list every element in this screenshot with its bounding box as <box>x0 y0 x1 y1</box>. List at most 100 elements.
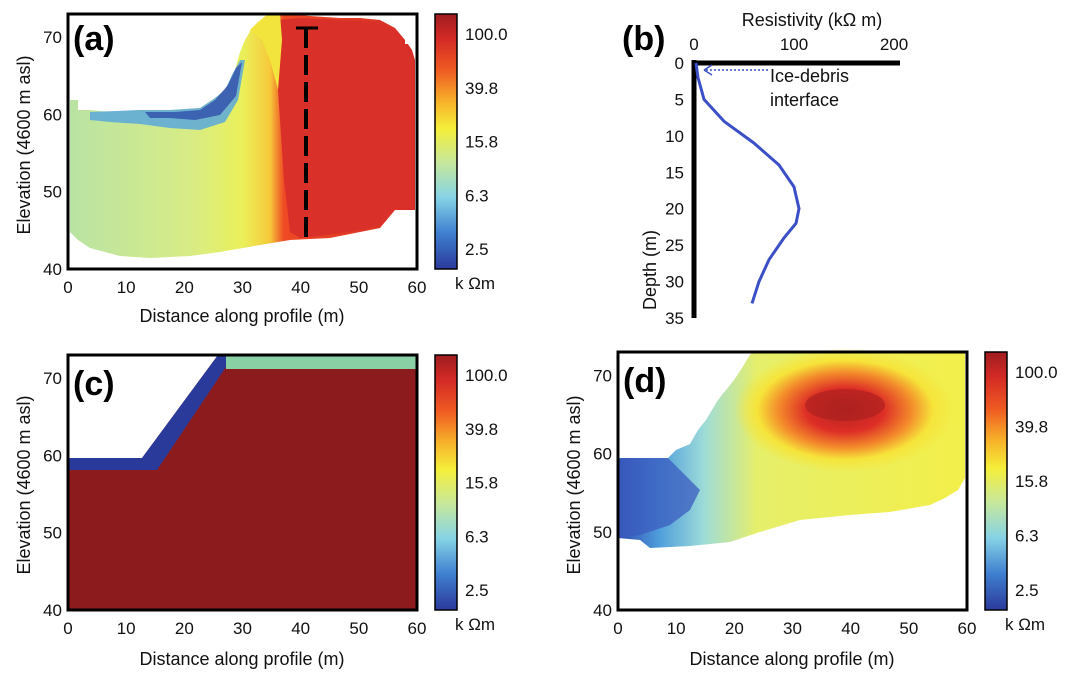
x-tick-label: 60 <box>408 278 427 297</box>
x-tick-label: 20 <box>725 619 744 638</box>
panel-d-ticks: 0 10 20 30 40 50 60 40 50 60 70 <box>593 366 976 638</box>
y-tick-label: 30 <box>665 273 684 292</box>
x-tick-label: 0 <box>63 278 72 297</box>
panel-b-annotation-line1: Ice-debris <box>770 66 849 86</box>
colorbar-tick-label: 100.0 <box>1015 363 1058 382</box>
x-tick-label: 30 <box>233 278 252 297</box>
panel-c-debris-layer <box>68 355 234 470</box>
panel-a-frame <box>66 12 419 271</box>
x-tick-label: 40 <box>291 278 310 297</box>
panel-b-ylabel: Depth (m) <box>640 230 660 310</box>
panel-d-label: (d) <box>623 362 666 400</box>
colorbar-unit: k Ωm <box>455 274 495 293</box>
panel-c-ylabel: Elevation (4600 m asl) <box>14 395 34 574</box>
y-tick-label: 50 <box>43 183 62 202</box>
x-tick-label: 50 <box>899 619 918 638</box>
panel-d-colorbar-ticks: 100.0 39.8 15.8 6.3 2.5 k Ωm <box>1005 363 1058 634</box>
colorbar-tick-label: 6.3 <box>1015 527 1039 546</box>
panel-d: (d) 0 10 20 30 40 50 60 40 50 60 70 Distance along… <box>564 348 1058 669</box>
panel-d-low-resistivity-zone <box>618 458 700 538</box>
x-tick-label: 10 <box>667 619 686 638</box>
x-tick-label: 50 <box>349 619 368 638</box>
panel-d-frame <box>616 350 969 612</box>
panel-d-colorbar <box>984 351 1008 611</box>
y-tick-label: 40 <box>43 260 62 279</box>
colorbar-tick-label: 39.8 <box>1015 418 1048 437</box>
y-tick-label: 20 <box>665 200 684 219</box>
panel-b-ticks: 0 100 200 0 5 10 15 20 25 30 35 <box>665 35 908 328</box>
x-tick-label: 0 <box>63 619 72 638</box>
panel-c: (c) 0 10 20 30 40 50 60 40 50 60 70 Distance along… <box>14 353 508 669</box>
colorbar-tick-label: 100.0 <box>465 25 508 44</box>
y-tick-label: 70 <box>43 28 62 47</box>
panel-a-notch <box>405 34 415 44</box>
x-tick-label: 100 <box>780 35 808 54</box>
x-tick-label: 10 <box>117 619 136 638</box>
colorbar-tick-label: 2.5 <box>1015 581 1039 600</box>
x-tick-label: 20 <box>175 278 194 297</box>
y-tick-label: 40 <box>593 601 612 620</box>
y-tick-label: 60 <box>43 446 62 465</box>
panel-d-xlabel: Distance along profile (m) <box>689 649 894 669</box>
x-tick-label: 30 <box>233 619 252 638</box>
panel-c-frame <box>66 353 419 612</box>
y-tick-label: 40 <box>43 601 62 620</box>
colorbar-tick-label: 6.3 <box>465 186 489 205</box>
colorbar-tick-label: 100.0 <box>465 366 508 385</box>
colorbar-tick-label: 2.5 <box>465 240 489 259</box>
panel-c-label: (c) <box>73 365 115 403</box>
colorbar-tick-label: 15.8 <box>465 474 498 493</box>
panel-c-ticks: 0 10 20 30 40 50 60 40 50 60 70 <box>43 369 426 638</box>
panel-c-colorbar-ticks: 100.0 39.8 15.8 6.3 2.5 k Ωm <box>455 366 508 634</box>
x-tick-label: 40 <box>291 619 310 638</box>
panel-a-high-resistivity-zone <box>276 18 413 238</box>
y-tick-label: 60 <box>593 445 612 464</box>
panel-b: (b) Resistivity (kΩ m) 0 100 200 0 5 10 15 20 25… <box>622 10 908 328</box>
x-tick-label: 60 <box>958 619 977 638</box>
y-tick-label: 15 <box>665 163 684 182</box>
panel-a-ylabel: Elevation (4600 m asl) <box>14 55 34 234</box>
panel-a-xlabel: Distance along profile (m) <box>139 306 344 326</box>
x-tick-label: 200 <box>880 35 908 54</box>
colorbar-tick-label: 15.8 <box>1015 472 1048 491</box>
panel-b-series-line <box>694 62 801 304</box>
x-tick-label: 20 <box>175 619 194 638</box>
colorbar-tick-label: 15.8 <box>465 133 498 152</box>
x-tick-label: 0 <box>689 35 698 54</box>
x-tick-label: 0 <box>613 619 622 638</box>
panel-a-colorbar <box>434 13 458 270</box>
panel-d-core <box>805 389 885 421</box>
panel-a: (a) 0 10 20 30 40 50 60 40 50 60 70 Distance along… <box>14 12 508 326</box>
x-tick-label: 10 <box>117 278 136 297</box>
y-tick-label: 70 <box>593 366 612 385</box>
y-tick-label: 50 <box>593 523 612 542</box>
y-tick-label: 35 <box>665 309 684 328</box>
x-tick-label: 30 <box>783 619 802 638</box>
colorbar-unit: k Ωm <box>455 615 495 634</box>
y-tick-label: 0 <box>675 54 684 73</box>
panel-c-xlabel: Distance along profile (m) <box>139 649 344 669</box>
colorbar-tick-label: 2.5 <box>465 581 489 600</box>
panel-a-colorbar-ticks: 100.0 39.8 15.8 6.3 2.5 k Ωm <box>455 25 508 293</box>
x-tick-label: 40 <box>841 619 860 638</box>
panel-c-air-region <box>68 355 218 458</box>
colorbar-tick-label: 39.8 <box>465 79 498 98</box>
colorbar-tick-label: 6.3 <box>465 527 489 546</box>
panel-d-ylabel: Elevation (4600 m asl) <box>564 395 584 574</box>
panel-b-label: (b) <box>622 20 665 58</box>
panel-c-surface-strip <box>226 355 417 369</box>
y-tick-label: 70 <box>43 369 62 388</box>
y-tick-label: 50 <box>43 524 62 543</box>
y-tick-label: 10 <box>665 127 684 146</box>
panel-b-xlabel: Resistivity (kΩ m) <box>742 10 882 30</box>
y-tick-label: 25 <box>665 236 684 255</box>
panel-a-label: (a) <box>73 20 115 58</box>
colorbar-unit: k Ωm <box>1005 615 1045 634</box>
panel-b-arrowhead <box>703 64 713 76</box>
panel-c-colorbar <box>434 354 458 611</box>
panel-a-very-low-patch <box>145 62 242 120</box>
panel-a-crest <box>250 14 282 90</box>
y-tick-label: 5 <box>675 90 684 109</box>
x-tick-label: 60 <box>408 619 427 638</box>
